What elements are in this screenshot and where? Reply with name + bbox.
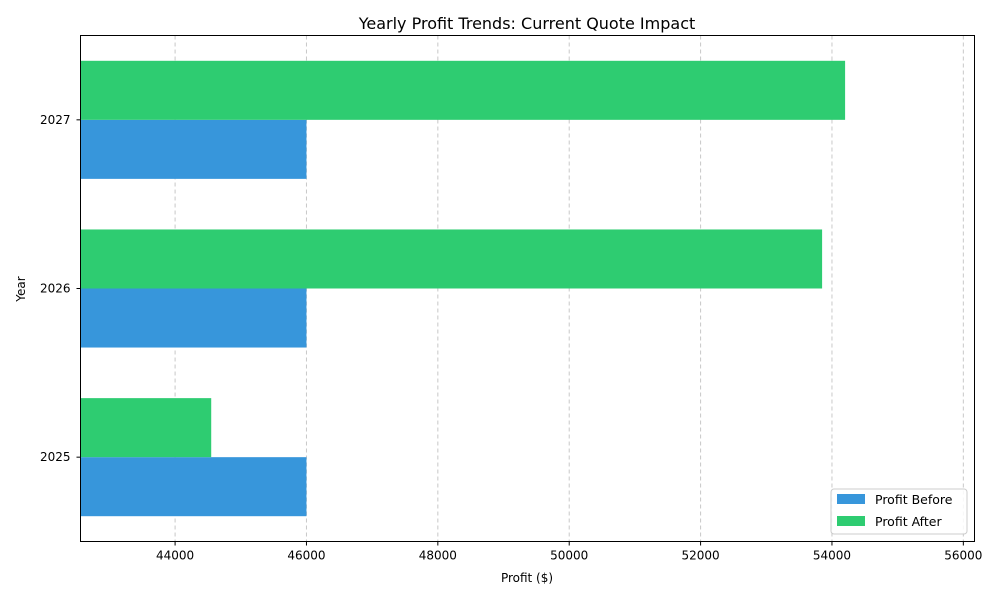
bar-profit-before-2027	[80, 119, 307, 179]
x-tick-label: 54000	[813, 549, 851, 563]
legend: Profit Before Profit After	[830, 488, 968, 535]
x-tick-label: 52000	[681, 549, 719, 563]
y-tick-label: 2026	[40, 282, 71, 296]
y-axis-title: Year	[14, 276, 28, 302]
bar-profit-before-2025	[80, 457, 307, 517]
x-tick-label: 50000	[550, 549, 588, 563]
legend-label-profit-after: Profit After	[875, 514, 942, 529]
legend-label-profit-before: Profit Before	[875, 492, 953, 507]
x-tick-label: 46000	[287, 549, 325, 563]
legend-swatch-profit-after	[837, 516, 865, 526]
x-axis: 44000 46000 48000 50000 52000 54000 56000	[156, 541, 982, 563]
x-tick-label: 44000	[156, 549, 194, 563]
bar-profit-after-2027	[80, 60, 846, 120]
bar-profit-after-2025	[80, 398, 212, 458]
x-tick-label: 56000	[944, 549, 982, 563]
bar-profit-before-2026	[80, 288, 307, 348]
y-tick-label: 2027	[40, 113, 71, 127]
bars-layer	[80, 60, 846, 517]
y-axis: 2025 2026 2027	[40, 113, 81, 464]
chart-title: Yearly Profit Trends: Current Quote Impa…	[358, 14, 696, 33]
x-axis-title: Profit ($)	[501, 571, 553, 585]
y-tick-label: 2025	[40, 450, 71, 464]
legend-swatch-profit-before	[837, 494, 865, 504]
bar-profit-after-2026	[80, 229, 823, 289]
x-tick-label: 48000	[419, 549, 457, 563]
